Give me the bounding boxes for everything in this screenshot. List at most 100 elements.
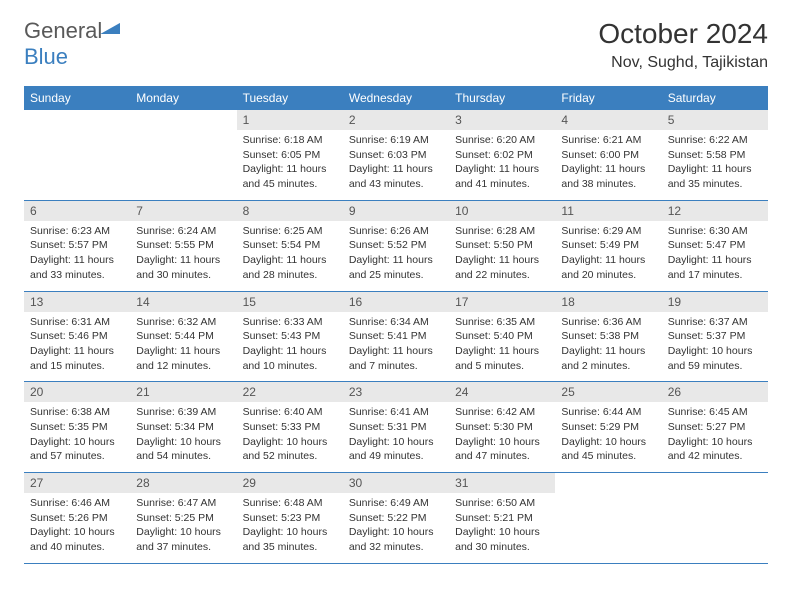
- sunrise: Sunrise: 6:33 AM: [243, 315, 337, 330]
- day-info: Sunrise: 6:48 AMSunset: 5:23 PMDaylight:…: [237, 493, 343, 563]
- sunrise: Sunrise: 6:50 AM: [455, 496, 549, 511]
- daylight: Daylight: 11 hours and 10 minutes.: [243, 344, 337, 373]
- day-number: 8: [237, 201, 343, 221]
- day-number: 16: [343, 292, 449, 312]
- day-info: Sunrise: 6:33 AMSunset: 5:43 PMDaylight:…: [237, 312, 343, 382]
- sunset: Sunset: 5:26 PM: [30, 511, 124, 526]
- sunrise: Sunrise: 6:32 AM: [136, 315, 230, 330]
- logo-text: General Blue: [24, 18, 120, 70]
- day-number: 22: [237, 382, 343, 402]
- daylight: Daylight: 11 hours and 41 minutes.: [455, 162, 549, 191]
- sunset: Sunset: 6:03 PM: [349, 148, 443, 163]
- day-info: Sunrise: 6:28 AMSunset: 5:50 PMDaylight:…: [449, 221, 555, 291]
- sunrise: Sunrise: 6:18 AM: [243, 133, 337, 148]
- sunset: Sunset: 5:40 PM: [455, 329, 549, 344]
- calendar-cell: [662, 473, 768, 564]
- sunrise: Sunrise: 6:46 AM: [30, 496, 124, 511]
- sunset: Sunset: 5:25 PM: [136, 511, 230, 526]
- sunset: Sunset: 5:50 PM: [455, 238, 549, 253]
- day-info: Sunrise: 6:22 AMSunset: 5:58 PMDaylight:…: [662, 130, 768, 200]
- day-info: Sunrise: 6:50 AMSunset: 5:21 PMDaylight:…: [449, 493, 555, 563]
- calendar-cell: 1Sunrise: 6:18 AMSunset: 6:05 PMDaylight…: [237, 110, 343, 200]
- sunrise: Sunrise: 6:26 AM: [349, 224, 443, 239]
- day-info: Sunrise: 6:32 AMSunset: 5:44 PMDaylight:…: [130, 312, 236, 382]
- daylight: Daylight: 11 hours and 30 minutes.: [136, 253, 230, 282]
- calendar-cell: 27 Sunrise: 6:46 AMSunset: 5:26 PMDayligh…: [24, 473, 130, 564]
- daylight: Daylight: 11 hours and 33 minutes.: [30, 253, 124, 282]
- calendar-cell: 3Sunrise: 6:20 AMSunset: 6:02 PMDaylight…: [449, 110, 555, 200]
- day-number: 23: [343, 382, 449, 402]
- day-info: Sunrise: 6:26 AMSunset: 5:52 PMDaylight:…: [343, 221, 449, 291]
- daylight: Daylight: 10 hours and 45 minutes.: [561, 435, 655, 464]
- weekday-header: Tuesday: [237, 86, 343, 110]
- calendar-header-row: SundayMondayTuesdayWednesdayThursdayFrid…: [24, 86, 768, 110]
- daylight: Daylight: 11 hours and 7 minutes.: [349, 344, 443, 373]
- daylight: Daylight: 11 hours and 35 minutes.: [668, 162, 762, 191]
- sunset: Sunset: 5:35 PM: [30, 420, 124, 435]
- day-number: 17: [449, 292, 555, 312]
- sunset: Sunset: 5:34 PM: [136, 420, 230, 435]
- header: General Blue October 2024 Nov, Sughd, Ta…: [24, 18, 768, 72]
- day-number: 29: [237, 473, 343, 493]
- day-info: Sunrise: 6:20 AMSunset: 6:02 PMDaylight:…: [449, 130, 555, 200]
- sunset: Sunset: 5:31 PM: [349, 420, 443, 435]
- calendar-row: 6Sunrise: 6:23 AMSunset: 5:57 PMDaylight…: [24, 200, 768, 291]
- day-number: 6: [24, 201, 130, 221]
- day-info: Sunrise: 6:29 AMSunset: 5:49 PMDaylight:…: [555, 221, 661, 291]
- calendar-table: SundayMondayTuesdayWednesdayThursdayFrid…: [24, 86, 768, 564]
- day-number: 13: [24, 292, 130, 312]
- day-info: Sunrise: 6:45 AMSunset: 5:27 PMDaylight:…: [662, 402, 768, 472]
- sunrise: Sunrise: 6:41 AM: [349, 405, 443, 420]
- day-info: Sunrise: 6:35 AMSunset: 5:40 PMDaylight:…: [449, 312, 555, 382]
- day-number: 28: [130, 473, 236, 493]
- sunrise: Sunrise: 6:47 AM: [136, 496, 230, 511]
- day-number: 3: [449, 110, 555, 130]
- calendar-cell: [130, 110, 236, 200]
- calendar-cell: 6Sunrise: 6:23 AMSunset: 5:57 PMDaylight…: [24, 200, 130, 291]
- sunset: Sunset: 5:30 PM: [455, 420, 549, 435]
- sunrise: Sunrise: 6:21 AM: [561, 133, 655, 148]
- location: Nov, Sughd, Tajikistan: [598, 54, 768, 72]
- calendar-row: 1Sunrise: 6:18 AMSunset: 6:05 PMDaylight…: [24, 110, 768, 200]
- day-number: 14: [130, 292, 236, 312]
- daylight: Daylight: 11 hours and 17 minutes.: [668, 253, 762, 282]
- calendar-cell: 8Sunrise: 6:25 AMSunset: 5:54 PMDaylight…: [237, 200, 343, 291]
- sunset: Sunset: 6:05 PM: [243, 148, 337, 163]
- title-block: October 2024 Nov, Sughd, Tajikistan: [598, 18, 768, 72]
- day-info: Sunrise: 6:21 AMSunset: 6:00 PMDaylight:…: [555, 130, 661, 200]
- calendar-cell: 12Sunrise: 6:30 AMSunset: 5:47 PMDayligh…: [662, 200, 768, 291]
- sunset: Sunset: 5:46 PM: [30, 329, 124, 344]
- day-number: 30: [343, 473, 449, 493]
- calendar-cell: 19Sunrise: 6:37 AMSunset: 5:37 PMDayligh…: [662, 291, 768, 382]
- day-number: 31: [449, 473, 555, 493]
- calendar-cell: 18Sunrise: 6:36 AMSunset: 5:38 PMDayligh…: [555, 291, 661, 382]
- sunset: Sunset: 5:52 PM: [349, 238, 443, 253]
- calendar-row: 27 Sunrise: 6:46 AMSunset: 5:26 PMDayligh…: [24, 473, 768, 564]
- calendar-cell: 23Sunrise: 6:41 AMSunset: 5:31 PMDayligh…: [343, 382, 449, 473]
- sunset: Sunset: 5:55 PM: [136, 238, 230, 253]
- sunset: Sunset: 5:33 PM: [243, 420, 337, 435]
- daylight: Daylight: 11 hours and 15 minutes.: [30, 344, 124, 373]
- sunrise: Sunrise: 6:37 AM: [668, 315, 762, 330]
- day-info: Sunrise: 6:42 AMSunset: 5:30 PMDaylight:…: [449, 402, 555, 472]
- daylight: Daylight: 11 hours and 38 minutes.: [561, 162, 655, 191]
- logo-triangle-icon: [100, 18, 120, 34]
- daylight: Daylight: 11 hours and 2 minutes.: [561, 344, 655, 373]
- sunset: Sunset: 6:00 PM: [561, 148, 655, 163]
- day-info: Sunrise: 6:49 AMSunset: 5:22 PMDaylight:…: [343, 493, 449, 563]
- weekday-header: Thursday: [449, 86, 555, 110]
- calendar-cell: 22Sunrise: 6:40 AMSunset: 5:33 PMDayligh…: [237, 382, 343, 473]
- calendar-row: 13Sunrise: 6:31 AMSunset: 5:46 PMDayligh…: [24, 291, 768, 382]
- sunset: Sunset: 5:37 PM: [668, 329, 762, 344]
- day-info: Sunrise: 6:25 AMSunset: 5:54 PMDaylight:…: [237, 221, 343, 291]
- daylight: Daylight: 10 hours and 40 minutes.: [30, 525, 124, 554]
- day-info: Sunrise: 6:18 AMSunset: 6:05 PMDaylight:…: [237, 130, 343, 200]
- sunrise: Sunrise: 6:24 AM: [136, 224, 230, 239]
- daylight: Daylight: 11 hours and 45 minutes.: [243, 162, 337, 191]
- sunrise: Sunrise: 6:45 AM: [668, 405, 762, 420]
- day-info: Sunrise: 6:31 AMSunset: 5:46 PMDaylight:…: [24, 312, 130, 382]
- day-number: 2: [343, 110, 449, 130]
- sunset: Sunset: 5:57 PM: [30, 238, 124, 253]
- weekday-header: Monday: [130, 86, 236, 110]
- day-number: 27: [24, 473, 130, 493]
